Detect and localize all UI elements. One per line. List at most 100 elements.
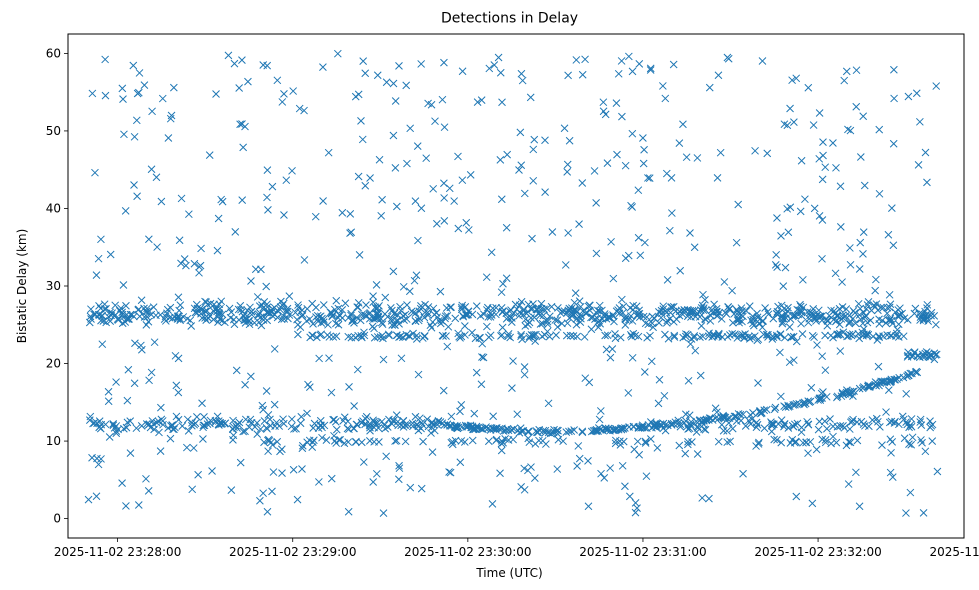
data-point (135, 69, 144, 77)
data-point (353, 303, 362, 311)
data-point (509, 435, 517, 444)
data-point (411, 197, 420, 205)
data-point (126, 417, 135, 425)
data-point (379, 355, 388, 364)
data-point (403, 301, 411, 309)
data-point (206, 419, 214, 428)
data-point (714, 330, 723, 339)
data-point (861, 421, 869, 430)
data-point (784, 228, 793, 237)
data-point (635, 60, 644, 68)
data-point (662, 169, 671, 178)
data-point (827, 306, 835, 315)
data-point (409, 422, 417, 431)
data-point (358, 310, 366, 319)
data-point (650, 314, 659, 323)
data-point (633, 504, 641, 512)
data-point (477, 380, 486, 389)
data-point (877, 377, 885, 386)
data-point (440, 58, 448, 67)
data-point (587, 313, 595, 322)
data-point (333, 49, 342, 58)
data-point (166, 434, 175, 443)
data-point (172, 412, 181, 421)
data-point (808, 499, 817, 508)
data-point (755, 408, 764, 416)
data-point (441, 312, 450, 321)
data-point (902, 509, 910, 517)
data-point (340, 413, 349, 422)
data-point (354, 299, 363, 307)
data-point (631, 508, 640, 517)
data-point (497, 332, 505, 340)
data-point (259, 61, 268, 69)
data-point (826, 331, 835, 340)
data-point (350, 402, 358, 410)
data-point (884, 386, 893, 394)
data-point (714, 437, 723, 446)
data-point (95, 423, 104, 432)
data-point (667, 419, 676, 428)
data-point (489, 412, 498, 421)
data-point (915, 353, 924, 362)
data-point (489, 424, 498, 433)
data-point (260, 417, 269, 425)
data-point (195, 268, 203, 277)
data-point (388, 419, 396, 428)
data-point (436, 418, 445, 426)
data-point (517, 483, 525, 491)
data-point (705, 83, 714, 92)
data-point (818, 352, 827, 361)
data-point (291, 308, 300, 317)
data-point (166, 303, 175, 312)
data-point (887, 317, 896, 325)
data-point (401, 437, 410, 446)
data-point (358, 135, 367, 144)
data-point (361, 181, 370, 190)
data-point (601, 110, 610, 119)
data-point (819, 138, 827, 146)
data-point (890, 94, 898, 103)
data-point (292, 424, 300, 433)
data-point (548, 228, 557, 236)
data-point (241, 415, 250, 424)
data-point (793, 305, 802, 314)
data-point (359, 458, 368, 466)
data-point (580, 333, 589, 341)
data-point (147, 310, 156, 319)
data-point (365, 436, 374, 445)
data-point (536, 311, 544, 320)
data-point (329, 333, 338, 341)
data-point (725, 414, 734, 423)
data-point (214, 214, 223, 223)
data-point (319, 197, 327, 205)
data-point (412, 331, 421, 340)
data-point (94, 460, 103, 469)
data-point (106, 250, 115, 259)
data-point (855, 384, 864, 393)
data-point (440, 194, 449, 202)
data-point (609, 274, 618, 283)
data-point (170, 425, 178, 434)
data-point (383, 423, 392, 431)
data-point (927, 421, 936, 430)
data-point (802, 438, 811, 447)
data-point (887, 448, 895, 457)
data-point (411, 412, 420, 421)
data-point (182, 443, 191, 452)
data-point (508, 384, 516, 392)
data-point (663, 421, 672, 430)
data-point (777, 438, 786, 447)
data-point (614, 69, 623, 78)
data-point (753, 336, 762, 345)
data-point (542, 317, 551, 325)
data-point (178, 422, 187, 430)
plot-frame (67, 33, 965, 539)
data-point (406, 124, 415, 133)
data-point (903, 353, 912, 361)
data-point (670, 331, 679, 340)
data-point (661, 94, 670, 103)
data-point (696, 333, 704, 342)
data-point (521, 322, 530, 330)
x-tick-label: 2025-11-02 23:29:00 (229, 545, 356, 559)
